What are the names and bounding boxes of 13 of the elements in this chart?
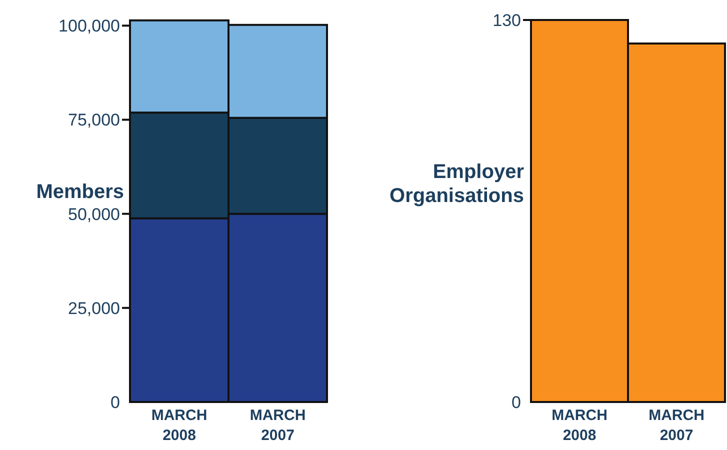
y-tick-label: 75,000 [68,110,120,130]
y-tick-label: 25,000 [68,298,120,318]
x-tick-label: MARCH 2008 [151,407,208,444]
x-tick-label: MARCH 2007 [250,407,306,444]
y-axis-title: Members [36,181,124,203]
x-tick-label: MARCH 2008 [552,407,608,444]
y-tick-label: 130 [492,10,521,30]
y-axis-title: Employer Organisations [390,161,524,207]
y-tick-label: 0 [110,392,120,412]
y-tick-label: 0 [512,392,521,412]
y-tick-label: 100,000 [58,16,120,36]
x-tick-label: MARCH 2007 [648,407,704,444]
y-tick-label: 50,000 [68,204,120,224]
